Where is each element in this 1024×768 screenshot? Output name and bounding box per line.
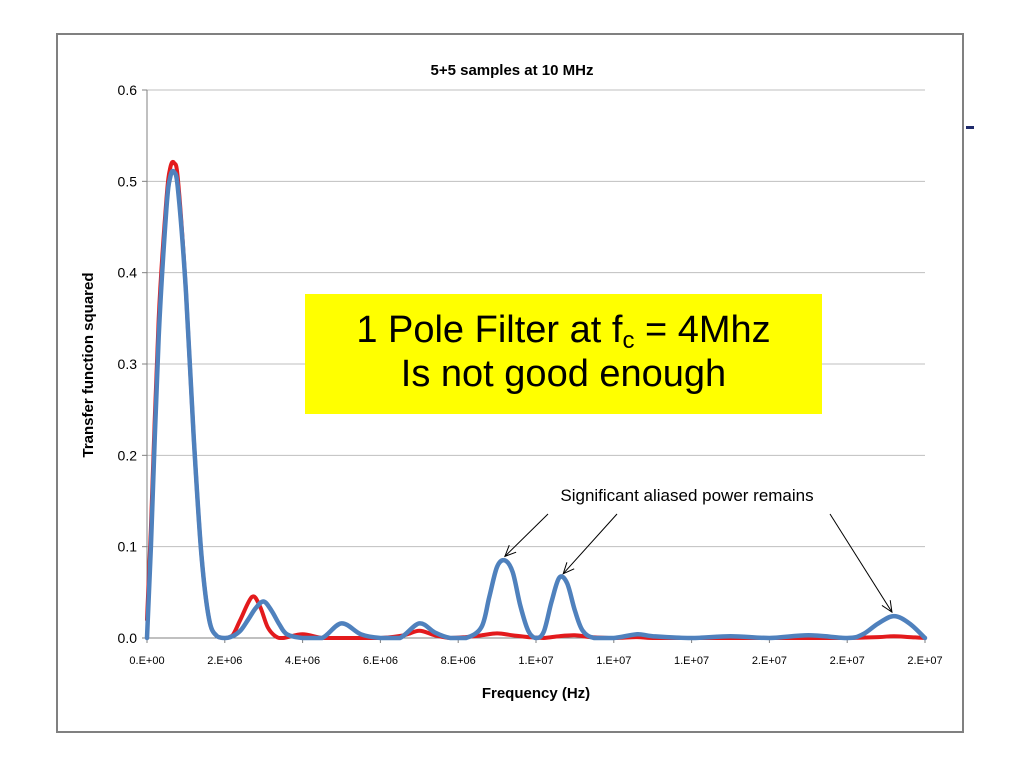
x-tick-label: 2.E+06: [207, 655, 242, 667]
x-tick-label: 0.E+00: [129, 655, 164, 667]
callout-line-2: Is not good enough: [400, 353, 727, 395]
x-tick-label: 2.E+07: [907, 655, 942, 667]
y-tick-label: 0.0: [118, 630, 138, 646]
callout-line-1-suffix: = 4Mhz: [634, 309, 771, 351]
x-tick-label: 1.E+07: [518, 655, 553, 667]
annotation-arrow: [504, 513, 549, 558]
callout-line-1: 1 Pole Filter at fc = 4Mhz: [305, 308, 822, 354]
slide-edge-mark: [966, 126, 974, 129]
x-tick-label: 2.E+07: [752, 655, 787, 667]
annotation-arrow: [562, 513, 618, 575]
x-tick-label: 1.E+07: [596, 655, 631, 667]
x-tick-label: 2.E+07: [830, 655, 865, 667]
x-tick-label: 4.E+06: [285, 655, 320, 667]
annotation-text: Significant aliased power remains: [560, 486, 813, 505]
y-tick-label: 0.5: [118, 173, 138, 189]
y-tick-labels: 0.0 0.1 0.2 0.3 0.4 0.5 0.6: [118, 82, 138, 646]
x-tick-labels: 0.E+00 2.E+06 4.E+06 6.E+06 8.E+06 1.E+07 1.E+…: [129, 655, 942, 667]
y-tick-label: 0.3: [118, 356, 138, 372]
series-line-blue: [144, 168, 928, 641]
series-lines: [144, 159, 928, 641]
annotation-arrows: [504, 513, 893, 614]
x-tick-label: 6.E+06: [363, 655, 398, 667]
x-axis-title: Frequency (Hz): [482, 685, 590, 702]
annotation-arrow: [829, 513, 893, 614]
x-tick-label: 1.E+07: [674, 655, 709, 667]
callout-line-1-prefix: 1 Pole Filter at f: [356, 309, 623, 351]
x-tick-label: 8.E+06: [441, 655, 476, 667]
y-tick-label: 0.1: [118, 539, 138, 555]
y-tick-label: 0.2: [118, 447, 138, 463]
callout-box: 1 Pole Filter at fc = 4Mhz Is not good e…: [305, 294, 822, 414]
y-axis-title: Transfer function squared: [80, 272, 97, 457]
chart-title: 5+5 samples at 10 MHz: [430, 62, 593, 79]
callout-subscript: c: [622, 327, 635, 354]
y-tick-label: 0.4: [118, 265, 138, 281]
y-tick-label: 0.6: [118, 82, 138, 98]
